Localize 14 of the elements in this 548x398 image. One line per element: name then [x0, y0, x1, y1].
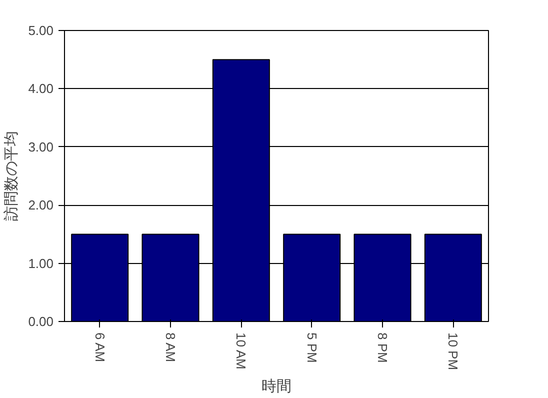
x-tick-label: 5 PM [304, 332, 320, 363]
x-axis-title: 時間 [262, 378, 292, 396]
x-tick-label: 8 AM [163, 332, 178, 362]
x-tick-label: 6 AM [92, 332, 108, 362]
y-tick-label: 5.00 [28, 23, 54, 38]
x-tick-label: 10 AM [234, 332, 249, 370]
y-tick-label: 1.00 [28, 256, 54, 271]
y-axis-title: 訪問数の平均 [3, 131, 20, 221]
y-tick-label: 2.00 [28, 198, 54, 213]
y-tick-label: 3.00 [28, 139, 54, 154]
y-tick-label: 4.00 [28, 81, 54, 96]
x-tick-label: 10 PM [446, 332, 461, 370]
x-tick-label: 8 PM [375, 332, 390, 363]
y-tick-label: 0.00 [28, 314, 54, 329]
